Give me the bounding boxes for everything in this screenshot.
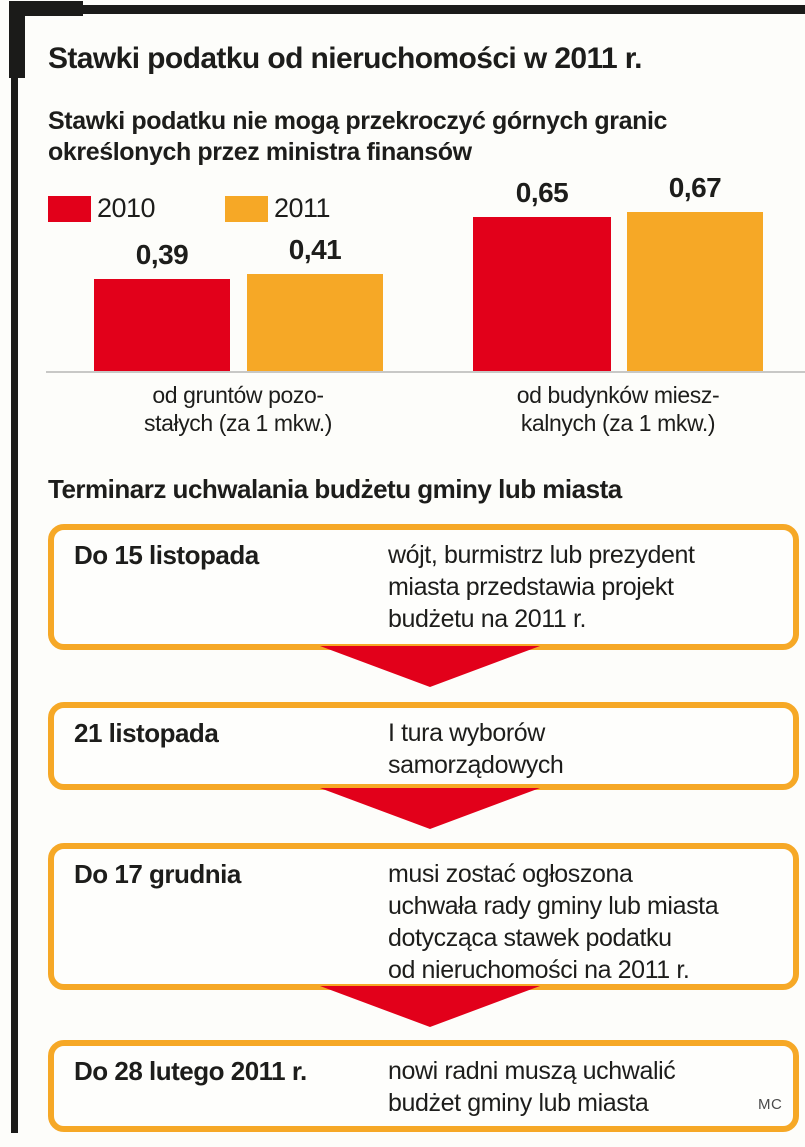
bar-2011-grunty	[247, 274, 383, 371]
frame-left-rule	[11, 70, 18, 1133]
timeline-box-4: Do 28 lutego 2011 r. nowi radni muszą uc…	[48, 1040, 799, 1132]
timeline-description: I tura wyborów samorządowych	[388, 719, 564, 779]
timeline-description: musi zostać ogłoszona uchwała rady gminy…	[388, 860, 719, 984]
author-credit: MC	[758, 1096, 783, 1113]
legend-swatch-2011	[225, 196, 268, 222]
frame-corner-horizontal	[9, 1, 83, 16]
bar-group1-2010: 0,39	[94, 239, 230, 371]
frame-corner-vertical	[9, 1, 25, 78]
bar-value-label: 0,67	[668, 172, 722, 203]
bar-group1-2011: 0,41	[247, 234, 383, 371]
timeline-heading: Terminarz uchwalania budżetu gminy lub m…	[48, 474, 622, 504]
bar-group2-2010: 0,65	[473, 177, 611, 371]
timeline-box-3: Do 17 grudnia musi zostać ogłoszona uchw…	[48, 843, 799, 990]
bar-2010-budynki	[473, 217, 611, 371]
timeline-date: Do 28 lutego 2011 r.	[74, 1056, 307, 1086]
timeline-date: Do 17 grudnia	[74, 859, 241, 889]
down-arrow-icon	[320, 986, 540, 1027]
timeline-description: wójt, burmistrz lub prezydent miasta prz…	[388, 541, 695, 633]
chart-baseline	[46, 371, 805, 373]
page-title: Stawki podatku od nieruchomości w 2011 r…	[48, 42, 643, 75]
bar-value-label: 0,39	[135, 239, 189, 270]
down-arrow-icon	[320, 646, 540, 687]
chart-subtitle: Stawki podatku nie mogą przekroczyć górn…	[48, 107, 668, 166]
frame-top-rule	[9, 5, 805, 14]
timeline-box-2: 21 listopada I tura wyborów samorządowyc…	[48, 702, 799, 790]
bar-2010-grunty	[94, 279, 230, 371]
timeline-date: 21 listopada	[74, 718, 219, 748]
down-arrow-icon	[320, 788, 540, 829]
bar-value-label: 0,65	[515, 177, 569, 208]
category-label-budynki: od budynków miesz- kalnych (za 1 mkw.)	[516, 382, 720, 436]
legend-label-2011: 2011	[274, 193, 331, 223]
timeline-date: Do 15 listopada	[74, 540, 259, 570]
legend-swatch-2010	[48, 196, 91, 222]
bar-2011-budynki	[627, 212, 763, 371]
timeline-description: nowi radni muszą uchwalić budżet gminy l…	[388, 1057, 676, 1117]
timeline-box-1: Do 15 listopada wójt, burmistrz lub prez…	[48, 524, 799, 650]
category-label-grunty: od gruntów pozo- stałych (za 1 mkw.)	[144, 382, 332, 436]
legend-label-2010: 2010	[97, 193, 156, 223]
bar-group2-2011: 0,67	[627, 172, 763, 371]
bar-value-label: 0,41	[288, 234, 342, 265]
